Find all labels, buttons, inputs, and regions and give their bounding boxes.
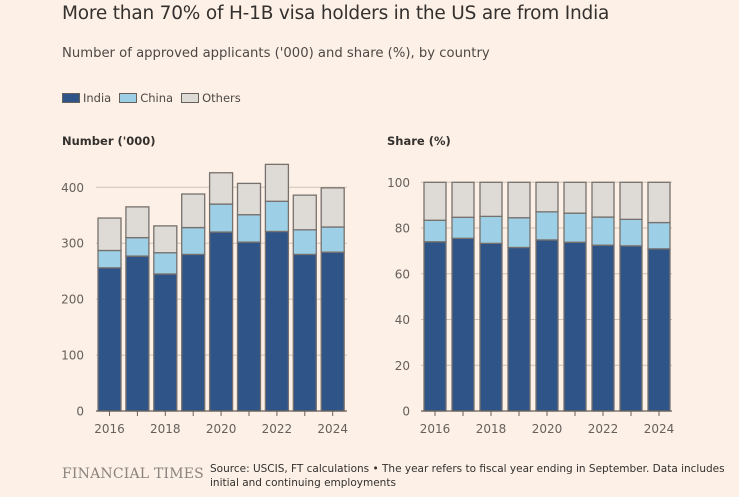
number-bar-others-2021 xyxy=(236,182,262,216)
number-bar-india-2019 xyxy=(181,253,206,412)
share-bar-china-2024 xyxy=(647,221,671,250)
number-x-tick-label: 2018 xyxy=(150,422,181,436)
number-bar-china-2024 xyxy=(320,226,345,253)
number-bar-china-2018 xyxy=(153,252,178,275)
number-bar-others-2022 xyxy=(264,163,290,202)
share-bar-china-2019 xyxy=(507,217,531,249)
number-bar-china-2016 xyxy=(97,249,122,269)
panel-title-number: Number ('000) xyxy=(62,134,156,148)
share-bar-china-2021 xyxy=(563,212,587,243)
number-bar-india-2020 xyxy=(208,231,234,412)
share-y-tick-label: 0 xyxy=(402,405,410,419)
share-bar-others-2017 xyxy=(451,181,475,218)
legend-label-others: Others xyxy=(202,91,241,105)
share-bar-india-2016 xyxy=(423,241,447,412)
legend-item-india: India xyxy=(62,91,111,105)
number-bar-india-2022 xyxy=(264,230,290,412)
share-y-tick-label: 20 xyxy=(395,359,410,373)
share-bar-others-2022 xyxy=(591,181,615,218)
share-y-tick-label: 60 xyxy=(395,267,410,281)
share-bar-china-2023 xyxy=(619,218,643,247)
number-x-tick-label: 2016 xyxy=(94,422,125,436)
number-bar-others-2020 xyxy=(208,172,234,205)
ft-logo: FINANCIAL TIMES xyxy=(62,466,204,482)
number-bar-india-2018 xyxy=(153,273,178,412)
number-x-tick-label: 2020 xyxy=(206,422,237,436)
share-x-tick-label: 2018 xyxy=(476,422,507,436)
number-bar-others-2019 xyxy=(181,193,206,229)
share-bar-india-2023 xyxy=(619,245,643,412)
share-bar-india-2024 xyxy=(647,248,671,412)
number-y-tick-label: 300 xyxy=(61,237,84,251)
share-bar-others-2019 xyxy=(507,181,531,219)
legend-swatch-china xyxy=(119,93,138,103)
source-note: Source: USCIS, FT calculations • The yea… xyxy=(210,463,725,489)
number-bar-india-2017 xyxy=(125,255,150,412)
share-bar-others-2021 xyxy=(563,181,587,214)
panel-title-share: Share (%) xyxy=(387,134,451,148)
legend-swatch-others xyxy=(181,93,200,103)
number-x-tick-label: 2022 xyxy=(262,422,293,436)
number-bar-china-2019 xyxy=(181,226,206,256)
share-bar-india-2022 xyxy=(591,244,615,412)
share-y-tick-label: 100 xyxy=(387,176,410,190)
number-bar-china-2023 xyxy=(292,229,317,256)
share-bar-india-2020 xyxy=(535,239,559,412)
number-bar-china-2022 xyxy=(264,200,290,233)
share-x-tick-label: 2022 xyxy=(588,422,619,436)
share-bar-others-2016 xyxy=(423,181,447,221)
number-bar-others-2023 xyxy=(292,194,317,231)
chart-title: More than 70% of H-1B visa holders in th… xyxy=(62,3,610,24)
share-bar-others-2023 xyxy=(619,181,643,220)
number-y-tick-label: 100 xyxy=(61,349,84,363)
number-bar-india-2023 xyxy=(292,253,317,412)
share-bar-others-2018 xyxy=(479,181,503,218)
number-y-tick-label: 400 xyxy=(61,181,84,195)
share-bar-others-2024 xyxy=(647,181,671,224)
number-bar-india-2021 xyxy=(236,241,262,412)
share-bar-india-2018 xyxy=(479,242,503,412)
legend-swatch-india xyxy=(62,93,80,103)
number-bar-others-2018 xyxy=(153,225,178,254)
number-bar-china-2020 xyxy=(208,203,234,233)
number-bar-india-2016 xyxy=(97,267,122,412)
share-bar-india-2017 xyxy=(451,237,475,412)
share-x-tick-label: 2020 xyxy=(532,422,563,436)
legend: India China Others xyxy=(62,91,249,105)
share-bar-china-2018 xyxy=(479,215,503,245)
legend-item-china: China xyxy=(119,91,173,105)
share-bar-china-2022 xyxy=(591,216,615,246)
number-bar-china-2017 xyxy=(125,236,150,257)
number-bar-china-2021 xyxy=(236,214,262,243)
share-bar-india-2021 xyxy=(563,241,587,412)
number-y-tick-label: 200 xyxy=(61,293,84,307)
legend-item-others: Others xyxy=(181,91,241,105)
number-x-tick-label: 2024 xyxy=(317,422,348,436)
share-bar-china-2016 xyxy=(423,219,447,243)
number-bar-india-2024 xyxy=(320,251,345,412)
number-y-tick-label: 0 xyxy=(76,405,84,419)
legend-label-china: China xyxy=(140,91,174,105)
legend-label-india: India xyxy=(83,91,112,105)
share-x-tick-label: 2016 xyxy=(420,422,451,436)
share-y-tick-label: 40 xyxy=(395,313,410,327)
share-bar-china-2020 xyxy=(535,211,559,241)
number-bar-others-2016 xyxy=(97,217,122,252)
share-x-tick-label: 2024 xyxy=(644,422,675,436)
share-y-tick-label: 80 xyxy=(395,222,410,236)
share-bar-india-2019 xyxy=(507,246,531,412)
chart-subtitle: Number of approved applicants ('000) and… xyxy=(62,46,490,61)
number-bar-others-2017 xyxy=(125,206,150,239)
share-bar-china-2017 xyxy=(451,216,475,239)
share-bar-others-2020 xyxy=(535,181,559,213)
number-bar-others-2024 xyxy=(320,187,345,228)
